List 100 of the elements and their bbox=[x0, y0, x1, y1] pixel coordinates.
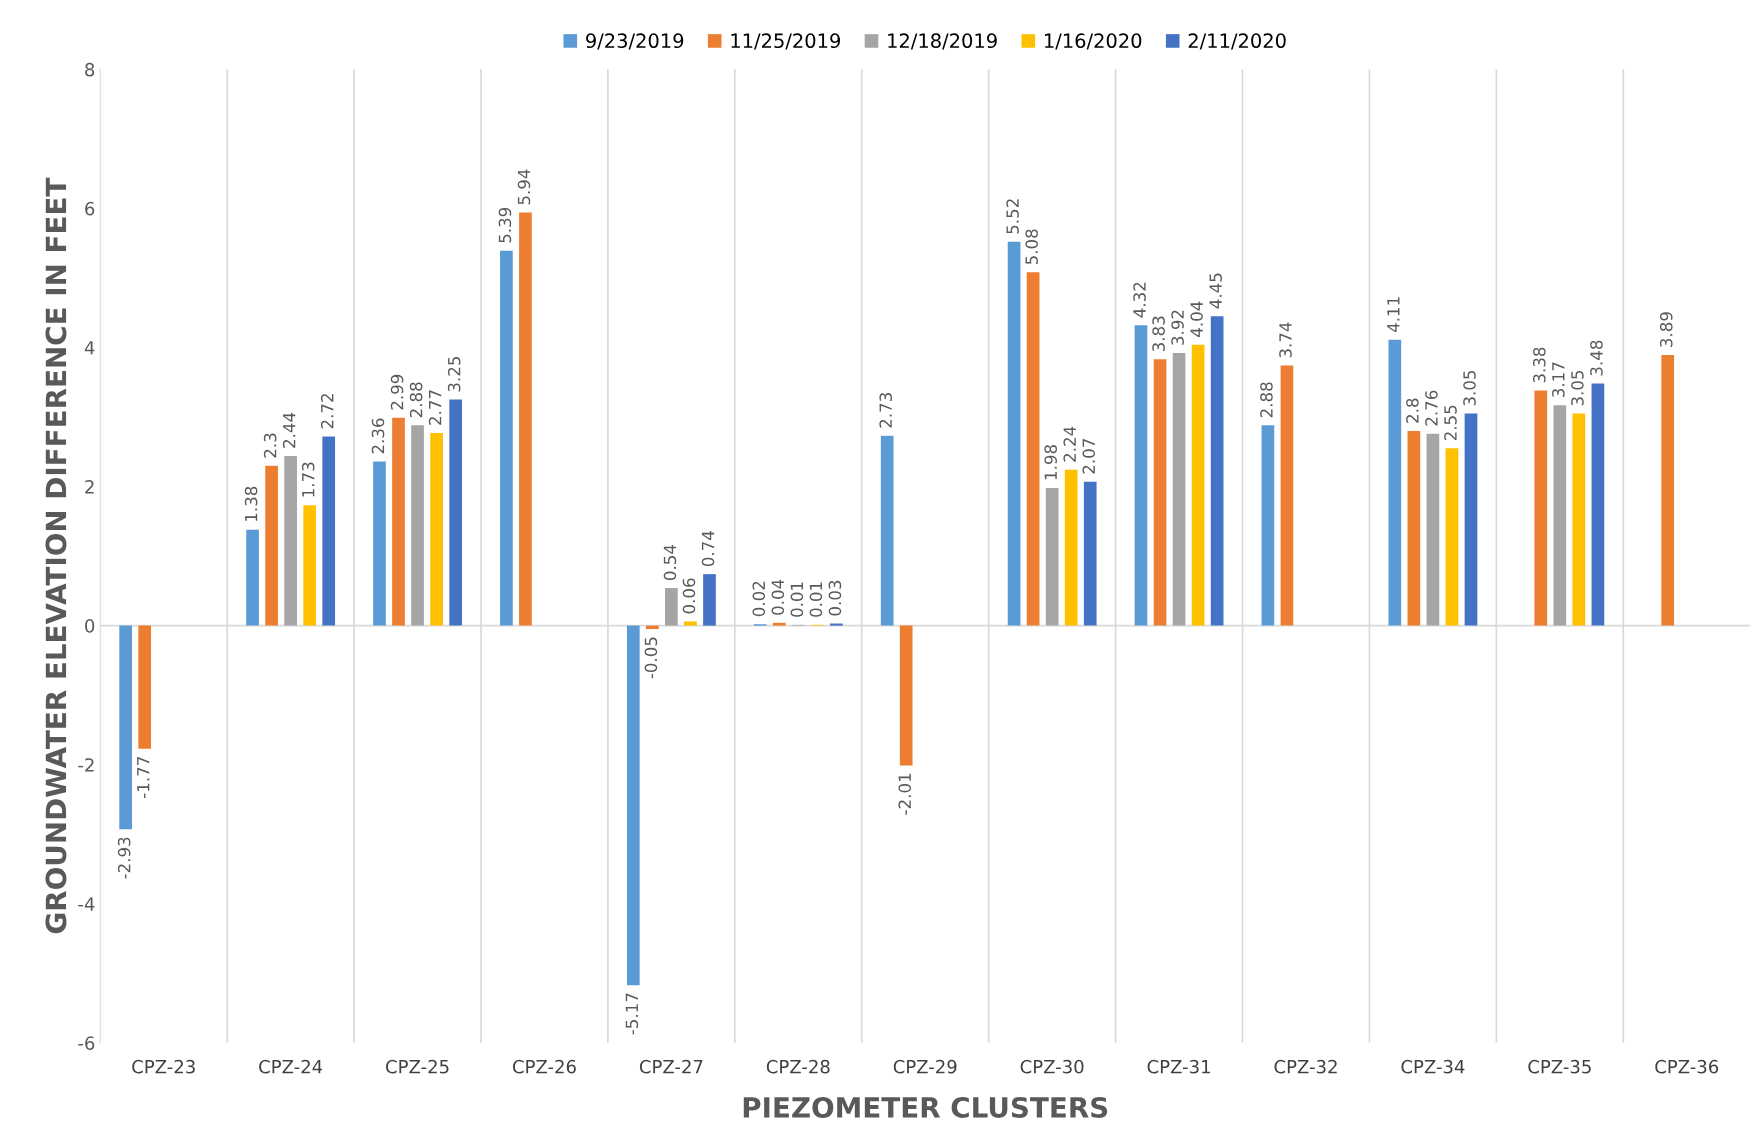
data-label: 2.3 bbox=[263, 433, 277, 458]
y-tick-label: 2 bbox=[85, 479, 94, 494]
data-label: 2.07 bbox=[1082, 439, 1096, 474]
data-label: 2.88 bbox=[1260, 382, 1273, 418]
bar bbox=[303, 505, 317, 626]
bar bbox=[1191, 344, 1205, 626]
bar bbox=[265, 465, 278, 626]
bar bbox=[703, 574, 716, 626]
x-tick-label: CPZ-34 bbox=[1401, 1059, 1465, 1074]
x-tick-label: CPZ-26 bbox=[512, 1059, 576, 1074]
bar bbox=[880, 435, 894, 626]
x-tick-label: CPZ-27 bbox=[639, 1059, 703, 1074]
bar bbox=[430, 432, 443, 626]
data-label: 2.44 bbox=[282, 412, 296, 448]
data-label: 3.25 bbox=[447, 357, 461, 392]
bar bbox=[626, 625, 640, 986]
bar bbox=[449, 399, 462, 626]
bar bbox=[411, 425, 424, 626]
bar bbox=[246, 529, 259, 626]
x-tick-label: CPZ-31 bbox=[1147, 1059, 1210, 1074]
bar bbox=[1007, 241, 1021, 626]
bar bbox=[772, 622, 786, 626]
legend-label: 11/25/2019 bbox=[731, 33, 840, 50]
bar bbox=[1426, 433, 1440, 626]
x-tick-label: CPZ-28 bbox=[766, 1059, 830, 1074]
data-label: 2.73 bbox=[879, 393, 892, 428]
legend-label: 12/18/2019 bbox=[888, 33, 997, 50]
data-label: 5.94 bbox=[517, 169, 531, 205]
legend-label: 2/11/2020 bbox=[1188, 33, 1286, 50]
data-label: 3.89 bbox=[1659, 312, 1673, 347]
bar bbox=[322, 436, 336, 626]
bar bbox=[1045, 487, 1059, 626]
bar bbox=[1083, 481, 1097, 626]
data-label: 5.39 bbox=[498, 207, 512, 243]
y-tick-label: -6 bbox=[78, 1036, 95, 1050]
data-label: -2.01 bbox=[898, 773, 912, 815]
data-label: 3.83 bbox=[1152, 316, 1165, 352]
data-label: 0.06 bbox=[682, 578, 696, 614]
bar bbox=[830, 623, 843, 626]
bar bbox=[1572, 413, 1586, 626]
data-label: 2.8 bbox=[1406, 398, 1419, 423]
data-label: 4.04 bbox=[1190, 301, 1203, 337]
data-label: 4.32 bbox=[1133, 282, 1146, 318]
bar bbox=[1464, 413, 1478, 626]
y-tick-label: -4 bbox=[78, 897, 95, 911]
bar bbox=[1553, 405, 1567, 626]
data-label: 2.24 bbox=[1063, 426, 1076, 462]
legend-label: 9/23/2019 bbox=[586, 33, 684, 50]
data-label: 2.55 bbox=[1444, 405, 1457, 441]
bar bbox=[1026, 272, 1040, 626]
y-tick-label: -2 bbox=[78, 758, 94, 772]
data-label: 1.38 bbox=[244, 486, 258, 521]
data-label: -0.05 bbox=[644, 637, 658, 679]
data-label: -1.77 bbox=[137, 757, 150, 798]
bar bbox=[1661, 355, 1675, 626]
data-label: 0.01 bbox=[790, 582, 804, 617]
bar bbox=[684, 621, 697, 626]
x-tick-label: CPZ-23 bbox=[132, 1059, 195, 1074]
y-axis-title: GROUNDWATER ELEVATION DIFFERENCE IN FEET bbox=[45, 177, 67, 934]
data-label: 2.88 bbox=[409, 382, 423, 418]
bar bbox=[138, 625, 152, 749]
data-label: 3.05 bbox=[1463, 370, 1476, 406]
data-label: 0.02 bbox=[752, 581, 766, 617]
bar bbox=[899, 625, 913, 766]
y-tick-label: 4 bbox=[84, 341, 95, 355]
bar bbox=[1280, 365, 1294, 626]
x-tick-label: CPZ-25 bbox=[386, 1059, 449, 1074]
bar bbox=[1210, 316, 1224, 626]
x-tick-label: CPZ-36 bbox=[1655, 1059, 1719, 1074]
bar bbox=[1407, 430, 1421, 626]
bar bbox=[1064, 469, 1078, 626]
bar bbox=[392, 417, 405, 626]
data-label: 0.03 bbox=[828, 580, 842, 616]
x-tick-label: CPZ-24 bbox=[259, 1059, 323, 1074]
data-label: 2.36 bbox=[371, 418, 385, 454]
bar bbox=[284, 455, 297, 626]
bar bbox=[500, 250, 513, 626]
bar bbox=[1388, 339, 1402, 626]
data-label: 3.05 bbox=[1571, 370, 1584, 406]
data-label: 0.01 bbox=[809, 582, 823, 617]
bar bbox=[1172, 353, 1186, 626]
data-label: 3.17 bbox=[1552, 362, 1565, 397]
y-tick-label: 8 bbox=[85, 62, 95, 77]
data-label: 3.38 bbox=[1533, 347, 1546, 383]
data-label: 4.11 bbox=[1387, 297, 1400, 333]
x-axis-title: PIEZOMETER CLUSTERS bbox=[743, 1096, 1108, 1118]
legend-label: 1/16/2020 bbox=[1045, 33, 1142, 50]
data-label: 4.45 bbox=[1209, 273, 1222, 309]
data-label: -5.17 bbox=[625, 993, 639, 1035]
x-tick-label: CPZ-32 bbox=[1274, 1059, 1337, 1074]
bar bbox=[1261, 425, 1275, 626]
data-label: 2.76 bbox=[1425, 390, 1438, 426]
data-label: 3.92 bbox=[1171, 310, 1184, 345]
data-label: 2.99 bbox=[390, 374, 404, 410]
data-label: -2.93 bbox=[117, 837, 131, 879]
bar bbox=[1534, 390, 1548, 626]
data-label: 3.74 bbox=[1279, 322, 1292, 358]
data-label: 2.77 bbox=[428, 390, 442, 425]
x-tick-label: CPZ-30 bbox=[1020, 1059, 1084, 1074]
x-tick-label: CPZ-35 bbox=[1528, 1059, 1591, 1074]
